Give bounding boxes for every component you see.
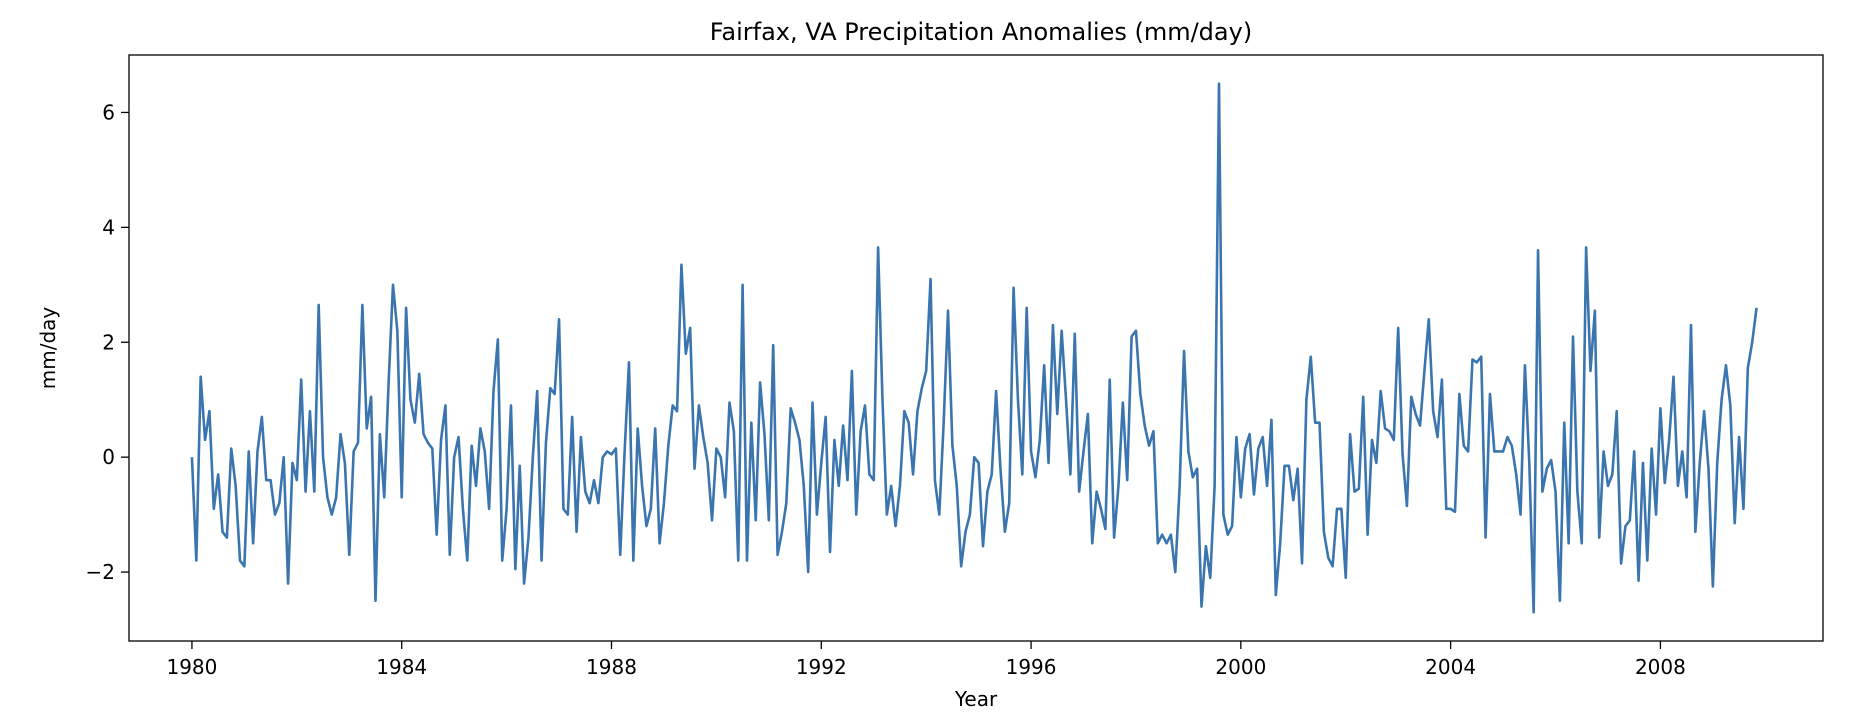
- x-tick-label: 1996: [1006, 655, 1057, 679]
- y-tick-label: 6: [102, 100, 115, 124]
- y-tick-label: 4: [102, 215, 115, 239]
- x-tick-label: 1988: [586, 655, 637, 679]
- x-tick-label: 1980: [166, 655, 217, 679]
- x-tick-label: 1992: [796, 655, 847, 679]
- y-tick-label: −2: [86, 560, 115, 584]
- x-axis-label: Year: [954, 687, 998, 711]
- x-tick-label: 2004: [1425, 655, 1476, 679]
- y-axis-label: mm/day: [36, 307, 60, 390]
- x-tick-label: 1984: [376, 655, 427, 679]
- series-line-0: [190, 82, 1758, 614]
- y-tick-label: 2: [102, 330, 115, 354]
- y-tick-label: 0: [102, 445, 115, 469]
- y-axis-ticks: −2 0 2 4 6: [86, 100, 129, 584]
- x-tick-label: 2000: [1215, 655, 1266, 679]
- plot-area: [190, 82, 1758, 614]
- x-tick-label: 2008: [1635, 655, 1686, 679]
- x-axis-ticks: 1980 1984 1988 1992 1996 2000 2004 2008: [166, 641, 1686, 679]
- plot-frame: [128, 54, 1824, 642]
- chart-title: Fairfax, VA Precipitation Anomalies (mm/…: [710, 18, 1252, 46]
